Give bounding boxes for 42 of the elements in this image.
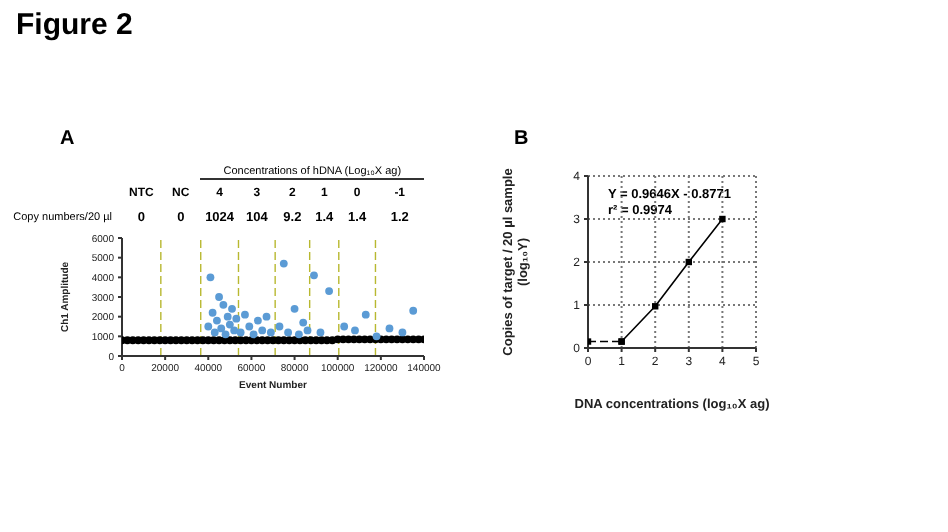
point [310, 271, 318, 280]
point [409, 306, 418, 315]
point [223, 312, 232, 321]
point [340, 322, 349, 331]
point [228, 304, 236, 313]
point [351, 326, 359, 335]
point [219, 300, 228, 309]
point [245, 322, 254, 331]
point [266, 328, 275, 337]
point [208, 308, 217, 317]
point [398, 328, 407, 337]
point [258, 326, 267, 335]
chart-title: Figure 2 [16, 8, 133, 42]
chart-subtitle: A [60, 128, 75, 150]
point [217, 324, 226, 333]
point [299, 318, 308, 327]
point [719, 215, 726, 223]
point [316, 328, 325, 337]
point [249, 330, 258, 339]
point [325, 287, 333, 295]
point [284, 328, 293, 337]
point [230, 326, 239, 335]
point [215, 293, 223, 301]
point [303, 326, 312, 335]
point [279, 259, 288, 268]
point [275, 322, 284, 331]
point [361, 310, 370, 319]
point [262, 312, 271, 321]
point [294, 330, 303, 339]
point [241, 310, 249, 319]
chart-title: B [514, 128, 529, 150]
point [210, 328, 219, 337]
point [290, 304, 299, 313]
point [236, 328, 245, 337]
point [221, 330, 230, 339]
point [232, 314, 241, 323]
point [204, 322, 213, 331]
point [385, 324, 394, 333]
point [206, 273, 215, 282]
point [253, 316, 262, 325]
point [213, 316, 221, 325]
point [225, 320, 234, 329]
